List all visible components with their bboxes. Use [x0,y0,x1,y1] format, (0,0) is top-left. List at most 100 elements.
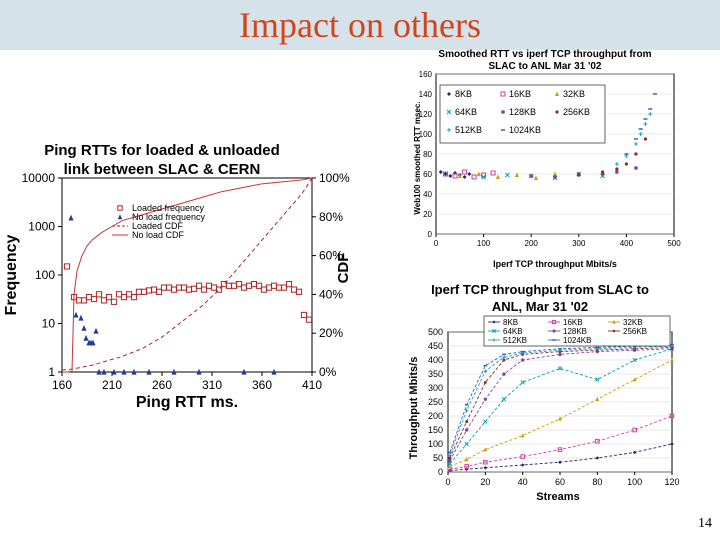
iperf-y-tick-label: 50 [433,453,443,463]
rtt-legend-label: 64KB [455,107,477,117]
ping-data-point [146,368,152,375]
rtt-data-point [529,174,534,178]
rtt-y-tick-label: 140 [419,90,433,99]
iperf-y-tick-label: 500 [428,327,443,337]
rtt-data-point [633,142,638,146]
iperf-data-point [483,459,488,465]
rtt-chart-title-line: Smoothed RTT vs iperf TCP throughput fro… [438,49,651,60]
iperf-data-point [595,377,600,382]
iperf-data-point [669,413,675,419]
rtt-data-point [505,172,510,178]
rtt-data-point [481,174,486,180]
rtt-data-point [533,175,538,180]
iperf-data-point [447,461,453,466]
iperf-legend-symbol [552,329,556,333]
rtt-y-tick-label: 160 [419,70,433,79]
iperf-legend-symbol [492,329,496,333]
rtt-legend-label: 512KB [455,125,482,135]
ping-y-axis-label: Frequency [3,234,20,315]
rtt-legend-label: 128KB [509,107,536,117]
ping-y-tick-label: 10000 [22,171,56,185]
ping-chart-title-line: Ping RTTs for loaded & unloaded [44,142,280,159]
iperf-x-tick-label: 0 [445,477,450,487]
iperf-legend-label: 64KB [503,327,523,336]
ping-y2-tick-label: 100% [319,171,350,185]
rtt-y-tick-label: 80 [423,150,432,159]
rtt-data-point [462,169,468,175]
rtt-y-tick-label: 120 [419,110,433,119]
rtt-legend-label: 16KB [509,89,531,99]
rtt-data-point [601,170,605,174]
rtt-data-point [600,172,605,176]
iperf-y-tick-label: 250 [428,397,443,407]
slide-title: Impact on others [239,5,481,45]
iperf-legend-box [483,315,671,347]
iperf-data-point [558,460,562,464]
rtt-y-axis-label: Web100 smoothed RTT msec. [413,101,422,214]
iperf-y-tick-label: 350 [428,369,443,379]
ping-data-point [70,294,78,301]
ping-data-point [271,368,277,375]
rtt-legend-label: 32KB [563,89,585,99]
rtt-data-point [614,162,619,166]
iperf-data-point [464,467,469,471]
iperf-y-tick-label: 200 [428,411,443,421]
rtt-data-point [514,172,519,177]
iperf-legend-label: 32KB [623,318,643,327]
rtt-x-tick-label: 300 [572,239,586,248]
ping-data-point [111,368,117,375]
ping-legend-label: Loaded CDF [132,221,184,231]
rtt-y-tick-label: 40 [423,190,432,199]
ping-y2-axis-label: CDF [335,253,352,284]
rtt-legend-box [439,84,606,144]
rtt-data-point [452,173,458,179]
rtt-data-point [443,172,448,176]
ping-data-point [196,368,202,375]
rtt-data-point [476,171,481,176]
ping-x-tick-label: 360 [252,378,272,392]
rtt-data-point [438,170,443,174]
iperf-data-point [632,357,637,363]
ping-data-point [90,295,98,303]
iperf-data-point [448,456,452,460]
ping-y-tick-label: 100 [35,268,55,282]
ping-y-tick-label: 1 [48,365,55,379]
iperf-y-axis-label: Throughput Mbits/s [408,357,420,460]
iperf-x-tick-label: 20 [480,477,490,487]
ping-y2-tick-label: 40% [319,287,343,301]
rtt-legend-symbol [446,109,452,115]
ping-data-point [105,294,113,301]
ping-data-point [171,368,177,375]
rtt-y-tick-label: 100 [419,130,433,139]
ping-x-axis-label: Ping RTT ms. [136,394,238,411]
iperf-data-point [520,380,525,385]
rtt-legend-symbol [447,92,451,96]
iperf-x-tick-label: 100 [627,477,642,487]
iperf-data-point [632,377,637,382]
iperf-series-line [449,345,673,456]
iperf-legend-label: 1024KB [563,336,591,345]
rtt-legend-symbol [555,91,559,96]
ping-data-point [73,311,79,318]
rtt-data-point [467,172,472,176]
iperf-data-point [558,352,562,357]
ping-data-point [83,334,89,341]
iperf-data-point [464,441,469,447]
ping-series-line [62,177,313,373]
ping-data-point [81,325,87,331]
iperf-data-point [483,369,488,373]
ping-legend-symbol [117,205,123,211]
ping-data-point [100,297,108,304]
rtt-data-point [614,170,619,174]
rtt-y-tick-label: 60 [423,170,432,179]
rtt-x-tick-label: 200 [525,239,539,248]
iperf-data-point [464,464,469,469]
rtt-x-tick-label: 0 [434,239,439,248]
rtt-data-point [643,137,648,141]
rtt-x-tick-label: 100 [477,239,491,248]
rtt-legend-label: 1024KB [509,125,541,135]
iperf-y-tick-label: 300 [428,383,443,393]
rtt-data-point [495,174,500,179]
ping-data-point [131,368,137,375]
